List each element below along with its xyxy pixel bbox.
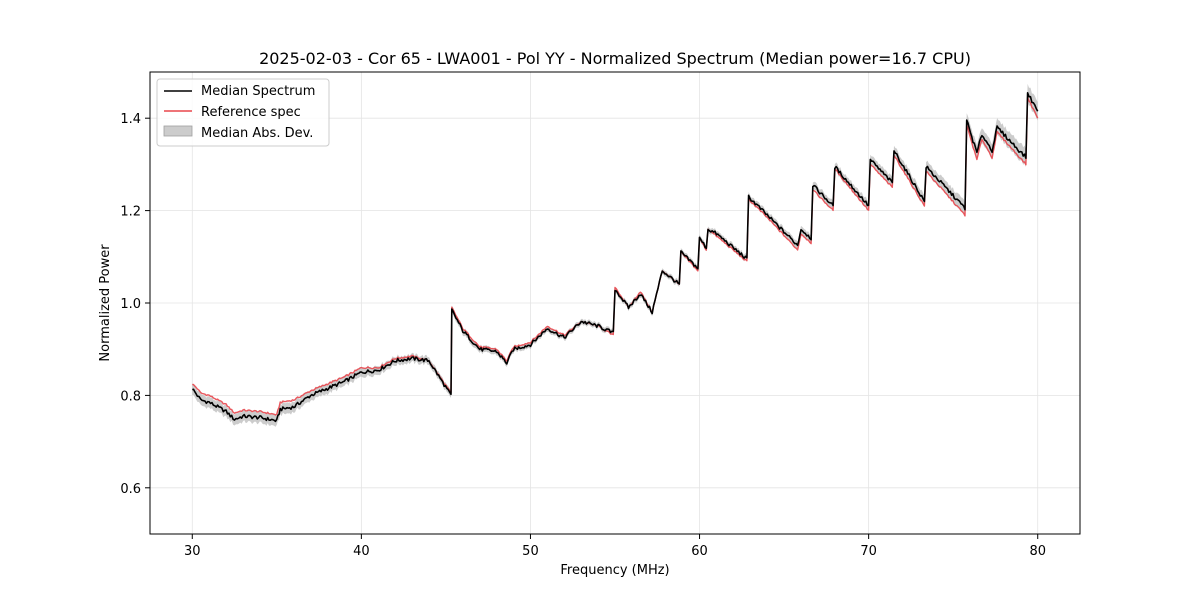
y-tick-label: 1.2 [120,205,141,220]
x-tick-label: 30 [184,544,201,559]
x-tick-label: 50 [522,544,539,559]
median-spectrum-line [192,92,1039,423]
legend: Median Spectrum Reference spec Median Ab… [156,78,330,147]
y-tick-label: 0.6 [120,482,141,497]
y-axis-label: Normalized Power [98,244,113,362]
chart-title: 2025-02-03 - Cor 65 - LWA001 - Pol YY - … [259,49,971,68]
plot-area [149,71,1081,535]
y-tick-label: 1.0 [120,297,141,312]
x-axis-label: Frequency (MHz) [560,563,669,578]
x-tick-label: 60 [691,544,708,559]
y-axis: 0.6 0.8 1.0 1.2 1.4 [120,112,150,497]
x-tick-label: 70 [860,544,877,559]
legend-mad-label: Median Abs. Dev. [201,126,313,141]
y-tick-label: 0.8 [120,389,141,404]
median-series [192,92,1039,423]
legend-box [156,78,330,147]
y-tick-label: 1.4 [120,112,141,127]
x-axis: 30 40 50 60 70 80 [184,534,1046,559]
legend-reference-label: Reference spec [201,105,301,120]
legend-mad-swatch [163,125,193,137]
legend-median-label: Median Spectrum [201,84,315,99]
x-tick-label: 80 [1029,544,1046,559]
x-tick-label: 40 [353,544,370,559]
